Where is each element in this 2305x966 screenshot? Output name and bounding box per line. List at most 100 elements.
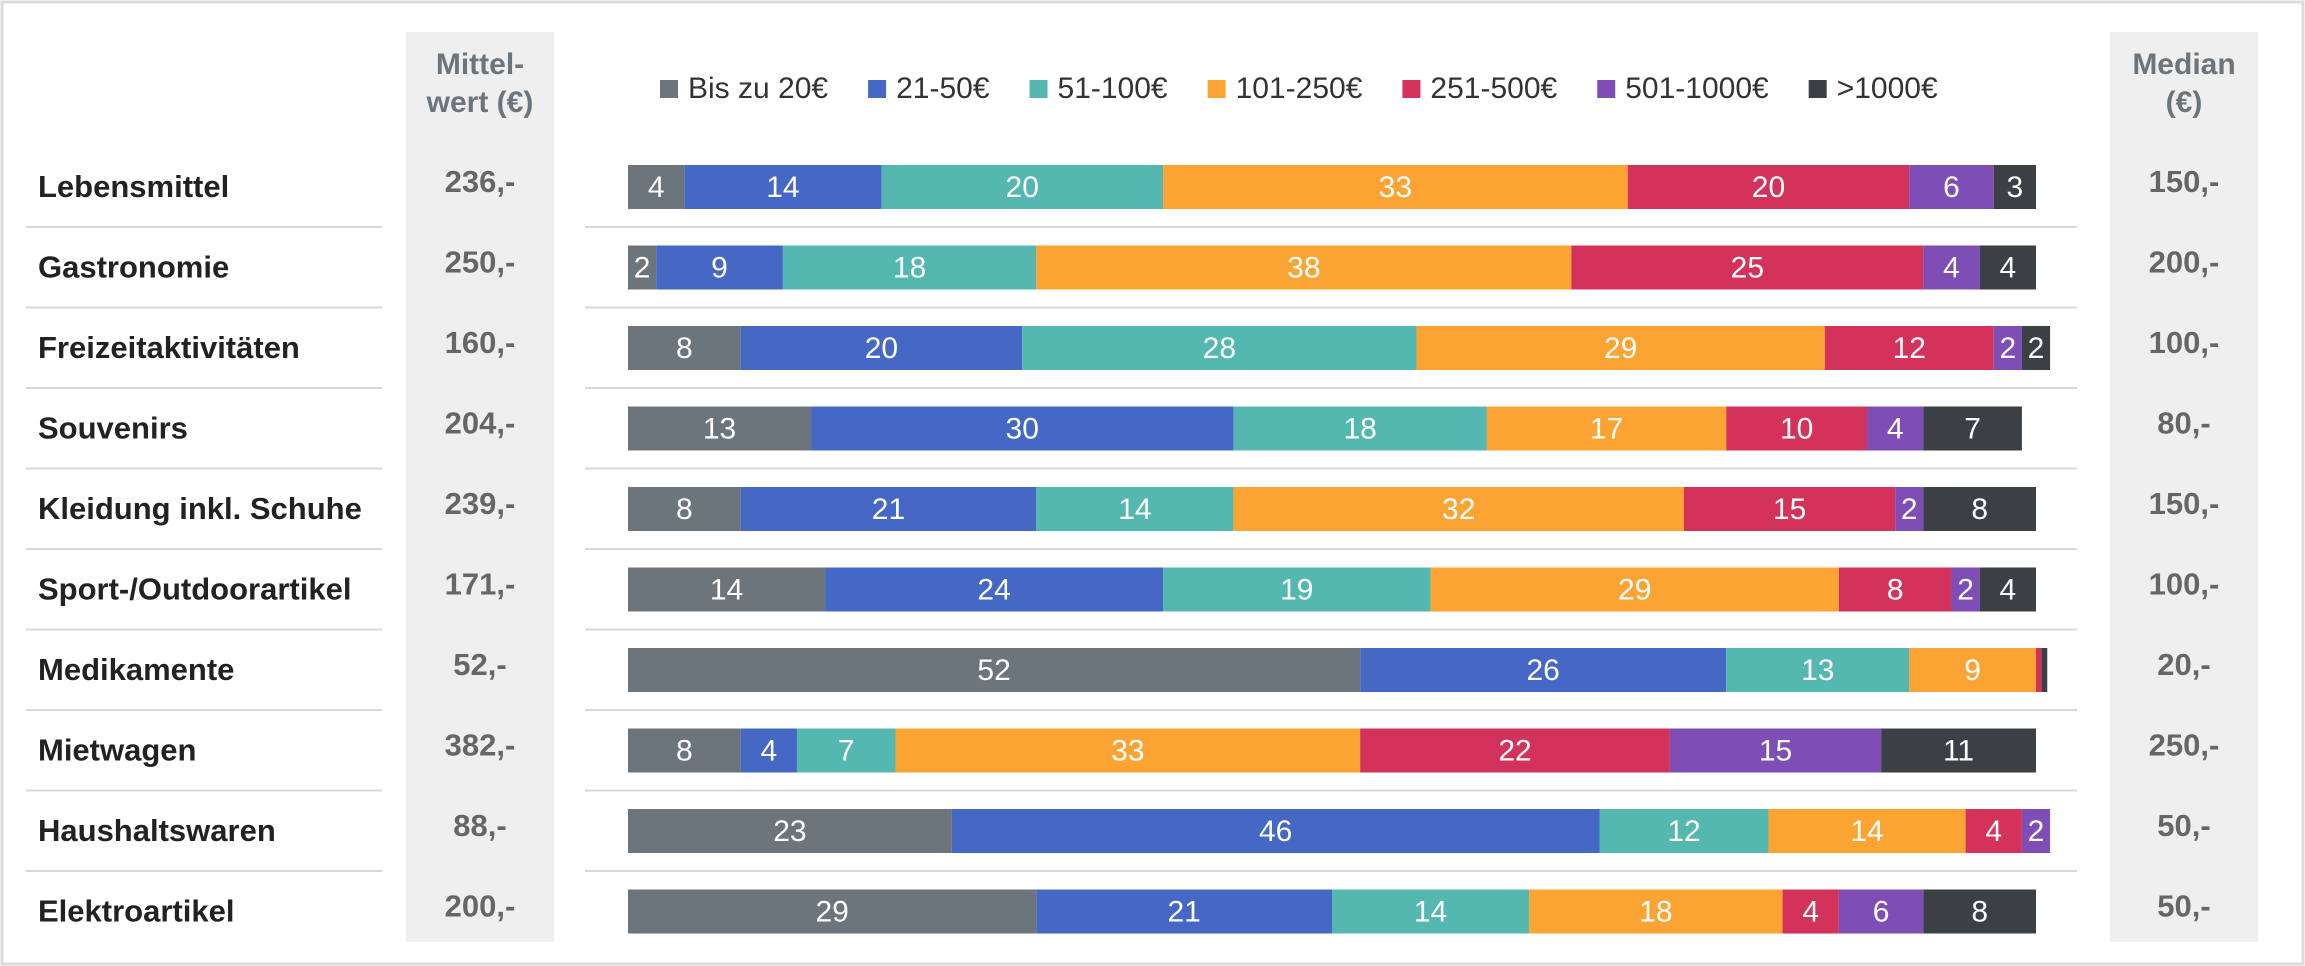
bar-segment [1163, 567, 1431, 612]
bar-value-label: 14 [1414, 895, 1447, 928]
bar-value-label: 4 [1999, 251, 2016, 284]
bar-value-label: 2 [1957, 573, 1974, 606]
median-value: 50,- [2157, 808, 2210, 843]
bar-value-label: 8 [1971, 895, 1988, 928]
bar-segment [1993, 165, 2036, 209]
bar-value-label: 52 [977, 654, 1010, 687]
bar-segment [796, 728, 896, 773]
bar-value-label: 8 [676, 332, 693, 365]
median-value: 20,- [2157, 647, 2210, 682]
median-value: 100,- [2149, 567, 2220, 602]
bar-value-label: 30 [1006, 412, 1039, 445]
row-label: Lebensmittel [38, 169, 229, 204]
bar-value-label: 33 [1379, 171, 1412, 204]
bar-segment [1838, 889, 1924, 934]
bar-value-label: 6 [1943, 171, 1960, 204]
bar-value-label: 4 [1985, 815, 2002, 848]
mean-header: Mittel- [436, 48, 524, 81]
legend-label: >1000€ [1837, 72, 1938, 105]
bar-segment [1233, 406, 1487, 451]
bar-value-label: 33 [1111, 734, 1144, 767]
bar-segment [1923, 406, 2022, 451]
bar-value-label: 22 [1498, 734, 1531, 767]
bar-value-label: 18 [893, 251, 926, 284]
row-label: Gastronomie [38, 250, 229, 285]
bar-value-label: 20 [865, 332, 898, 365]
bar-segment [1684, 487, 1896, 531]
legend-swatch [1207, 80, 1226, 98]
bar-value-label: 25 [1731, 251, 1764, 284]
bar-value-label: 14 [766, 171, 799, 204]
legend-swatch [1029, 80, 1048, 98]
mean-value: 382,- [445, 728, 516, 763]
mean-value: 236,- [445, 164, 516, 199]
bar-value-label: 38 [1287, 251, 1320, 284]
row-label: Kleidung inkl. Schuhe [38, 491, 362, 526]
legend-label: 21-50€ [896, 72, 990, 105]
bar-segment [628, 567, 826, 612]
bar-segment [740, 487, 1037, 531]
mean-value: 204,- [445, 406, 516, 441]
legend-swatch [1808, 80, 1827, 98]
bar-segment [2021, 809, 2051, 853]
median-value: 50,- [2157, 889, 2210, 924]
bar-value-label: 2 [634, 251, 651, 284]
median-value: 250,- [2149, 728, 2220, 763]
row-label: Freizeitaktivitäten [38, 330, 300, 365]
bar-segment [740, 326, 1023, 370]
bar-segment [2036, 648, 2042, 692]
bar-segment [628, 809, 952, 853]
bar-segment [1627, 165, 1910, 209]
bar-segment [1022, 326, 1417, 370]
bar-value-label: 4 [1999, 573, 2016, 606]
bar-value-label: 6 [1873, 895, 1890, 928]
bar-segment [628, 728, 741, 773]
bar-segment [951, 809, 1600, 853]
legend-swatch [868, 80, 887, 98]
bar-segment [1726, 406, 1868, 451]
bar-segment [1036, 245, 1572, 290]
bar-segment [740, 728, 797, 773]
row-label: Medikamente [38, 652, 234, 687]
bar-segment [1430, 567, 1839, 612]
bar-segment [628, 165, 685, 209]
bar-value-label: 32 [1442, 493, 1475, 526]
bar-segment [1923, 889, 2036, 934]
bar-value-label: 14 [1118, 493, 1151, 526]
bar-value-label: 2 [1901, 493, 1918, 526]
bar-segment [1979, 245, 2036, 290]
mean-value: 200,- [445, 889, 516, 924]
mean-value: 239,- [445, 486, 516, 521]
bar-value-label: 8 [676, 493, 693, 526]
bar-value-label: 7 [838, 734, 855, 767]
median-value: 200,- [2149, 245, 2220, 280]
legend-swatch [660, 80, 678, 98]
bar-segment [1036, 487, 1234, 531]
bar-segment [1895, 487, 1924, 531]
bar-value-label: 21 [872, 493, 905, 526]
bar-segment [811, 406, 1234, 451]
mean-header: wert (€) [426, 86, 534, 119]
bar-value-label: 2 [2028, 332, 2045, 365]
mean-value: 160,- [445, 325, 516, 360]
bar-segment [2021, 326, 2051, 370]
bar-segment [684, 165, 882, 209]
bar-value-label: 8 [1887, 573, 1904, 606]
bar-value-label: 18 [1343, 412, 1376, 445]
bar-segment [628, 245, 657, 290]
median-column [2110, 32, 2258, 942]
bar-value-label: 9 [711, 251, 728, 284]
bar-value-label: 13 [703, 412, 736, 445]
bar-segment [1669, 728, 1882, 773]
median-header: Median [2132, 48, 2235, 81]
bar-segment [1782, 889, 1839, 934]
bar-value-label: 20 [1752, 171, 1785, 204]
bar-segment [1965, 809, 2022, 853]
bar-segment [1768, 809, 1966, 853]
bar-segment [1838, 567, 1952, 612]
bar-value-label: 26 [1527, 654, 1560, 687]
bar-segment [1867, 406, 1924, 451]
bar-segment [656, 245, 783, 290]
